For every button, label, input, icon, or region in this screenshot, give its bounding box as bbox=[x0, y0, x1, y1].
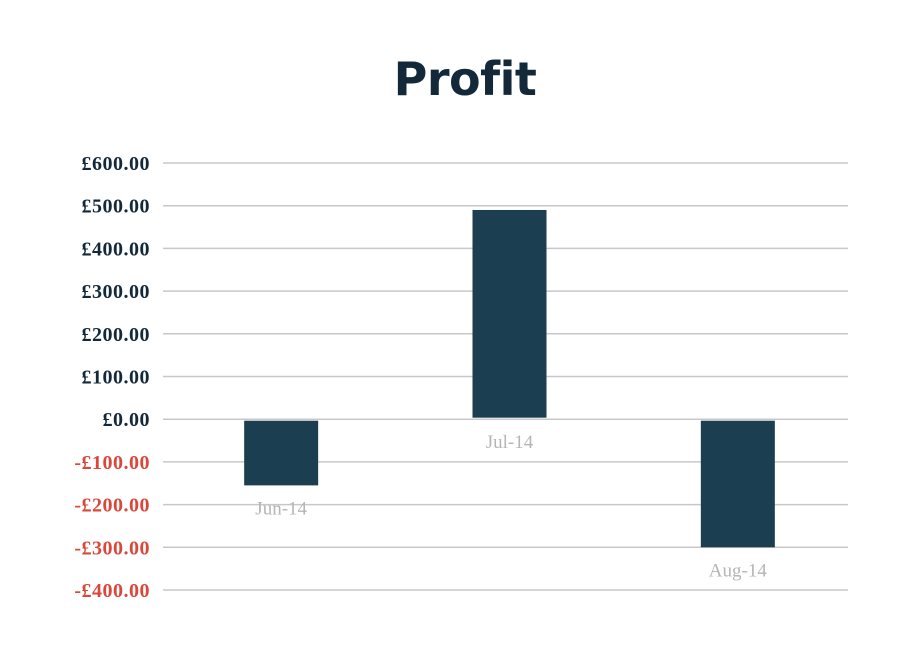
y-tick-label: £400.00 bbox=[82, 238, 151, 260]
y-tick-label: -£400.00 bbox=[74, 580, 150, 602]
chart-title: Profit bbox=[393, 52, 537, 106]
y-tick-label: £100.00 bbox=[82, 367, 151, 389]
y-tick-label: -£100.00 bbox=[74, 452, 150, 474]
y-tick-label: £600.00 bbox=[82, 153, 151, 175]
y-tick-label: -£200.00 bbox=[74, 495, 150, 517]
y-tick-label: £0.00 bbox=[103, 409, 151, 431]
y-tick-label: -£300.00 bbox=[74, 537, 150, 559]
y-tick-label: £200.00 bbox=[82, 324, 151, 346]
x-tick-label: Aug-14 bbox=[709, 560, 768, 581]
x-tick-label: Jun-14 bbox=[255, 498, 307, 519]
x-tick-label: Jul-14 bbox=[486, 432, 534, 453]
bar-jun-14 bbox=[244, 420, 319, 486]
bar-jul-14 bbox=[472, 209, 547, 418]
y-tick-label: £300.00 bbox=[82, 281, 151, 303]
y-tick-label: £500.00 bbox=[82, 196, 151, 218]
bar-aug-14 bbox=[700, 420, 775, 548]
